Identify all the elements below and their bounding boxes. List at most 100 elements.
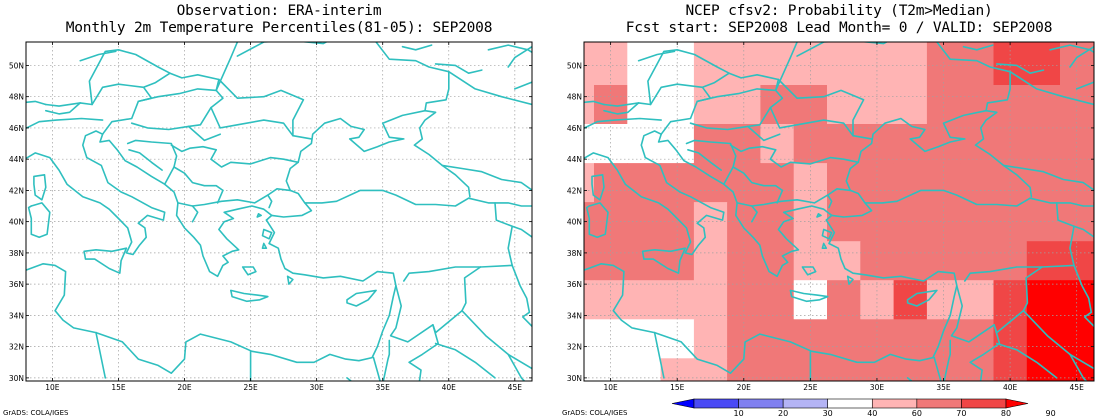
- probability-cell: [1026, 358, 1061, 381]
- coastline-path: [603, 83, 712, 107]
- left-title-line2: Monthly 2m Temperature Percentiles(81-05…: [65, 20, 493, 36]
- probability-cell: [693, 241, 728, 281]
- probability-cell: [793, 124, 828, 164]
- coastline-path: [187, 125, 221, 142]
- coastline-path: [585, 202, 609, 239]
- lon-tick-label: 10E: [603, 383, 618, 392]
- coastline-path: [389, 266, 482, 343]
- probability-cell: [1093, 202, 1094, 242]
- lon-tick-label: 45E: [508, 383, 523, 392]
- left-panel-title: Observation: ERA-interim Monthly 2m Temp…: [26, 3, 532, 37]
- probability-cell: [893, 85, 928, 125]
- probability-cell: [893, 42, 928, 86]
- coastline-path: [774, 42, 798, 92]
- probability-cell: [693, 319, 728, 359]
- lat-tick-label: 46N: [9, 124, 24, 133]
- coastline-path: [26, 130, 166, 256]
- coastline-path: [584, 219, 958, 374]
- lon-tick-label: 40E: [442, 383, 457, 392]
- probability-cell: [960, 163, 995, 203]
- coastline-path: [1075, 81, 1094, 90]
- coastline-path: [401, 44, 433, 51]
- coastline-path: [996, 63, 1045, 74]
- coastline-path: [1069, 45, 1094, 68]
- probability-cell: [926, 202, 961, 242]
- coastline-path: [95, 331, 107, 379]
- left-map-frame: [25, 41, 533, 382]
- coastline-path: [467, 197, 532, 207]
- coastline-path: [261, 228, 273, 240]
- probability-cell: [760, 358, 795, 381]
- left-coastlines: [26, 42, 532, 381]
- coastline-path: [637, 50, 676, 62]
- colorbar-label: 70: [956, 409, 966, 418]
- probability-field: [584, 42, 1094, 381]
- lat-tick-label: 36N: [567, 280, 582, 289]
- right-credit: GrADS: COLA/IGES: [562, 409, 628, 417]
- coastline-path: [1009, 70, 1094, 106]
- colorbar-segment: [782, 398, 829, 409]
- probability-cell: [584, 358, 595, 381]
- coastline-path: [1022, 309, 1094, 370]
- probability-cell: [1060, 124, 1094, 164]
- coastline-path: [777, 78, 873, 140]
- colorbar-label: 10: [734, 409, 744, 418]
- colorbar-segment: [693, 398, 739, 409]
- lon-tick-label: 10E: [45, 383, 60, 392]
- probability-cell: [893, 124, 928, 164]
- lat-tick-label: 46N: [567, 124, 582, 133]
- coastline-path: [236, 42, 450, 112]
- probability-cell: [693, 280, 728, 320]
- coastline-path: [845, 109, 1033, 204]
- coastline-path: [494, 202, 513, 267]
- right-title-line1: NCEP cfsv2: Probability (T2m>Median): [685, 3, 993, 19]
- probability-cell: [660, 358, 695, 381]
- coastline-path: [701, 72, 730, 89]
- probability-cell: [1093, 124, 1094, 164]
- coastline-path: [729, 144, 777, 153]
- coastline-path: [177, 202, 199, 223]
- probability-cell: [1026, 202, 1061, 242]
- lat-tick-label: 50N: [9, 61, 24, 70]
- lon-tick-label: 35E: [376, 383, 391, 392]
- coastline-path: [487, 44, 532, 54]
- coastline-path: [88, 49, 220, 106]
- coastline-path: [584, 117, 662, 130]
- lat-tick-label: 44N: [567, 155, 582, 164]
- probability-cell: [893, 358, 928, 381]
- probability-cell: [760, 280, 795, 320]
- coastline-path: [128, 149, 163, 171]
- colorbar-label: 30: [823, 409, 833, 418]
- coastline-path: [83, 247, 128, 274]
- coastline-path: [79, 50, 117, 62]
- colorbar-segment: [1005, 398, 1029, 409]
- coastline-path: [821, 242, 828, 249]
- coastline-path: [801, 266, 817, 276]
- probability-cell: [760, 163, 795, 203]
- coastline-path: [789, 289, 829, 303]
- coastline-path: [996, 342, 1058, 379]
- lat-tick-label: 42N: [9, 186, 24, 195]
- lat-tick-label: 32N: [9, 343, 24, 352]
- coastline-path: [403, 264, 513, 282]
- coastline-path: [507, 353, 526, 381]
- coastline-path: [216, 189, 224, 204]
- coastline-path: [210, 149, 299, 168]
- coastline-path: [653, 331, 665, 379]
- probability-cell: [760, 124, 795, 164]
- probability-cell: [660, 124, 695, 164]
- coastline-path: [26, 117, 104, 130]
- coastline-path: [769, 106, 854, 137]
- coastline-path: [1073, 225, 1094, 238]
- coastline-path: [846, 275, 854, 285]
- probability-cell: [827, 280, 861, 320]
- probability-cell: [960, 241, 995, 281]
- lon-tick-label: 45E: [1070, 383, 1085, 392]
- coastline-path: [816, 213, 822, 218]
- probability-cell: [594, 42, 628, 86]
- coastline-path: [591, 174, 605, 201]
- coastline-path: [241, 266, 257, 276]
- probability-cell: [627, 42, 662, 86]
- lon-tick-label: 20E: [737, 383, 752, 392]
